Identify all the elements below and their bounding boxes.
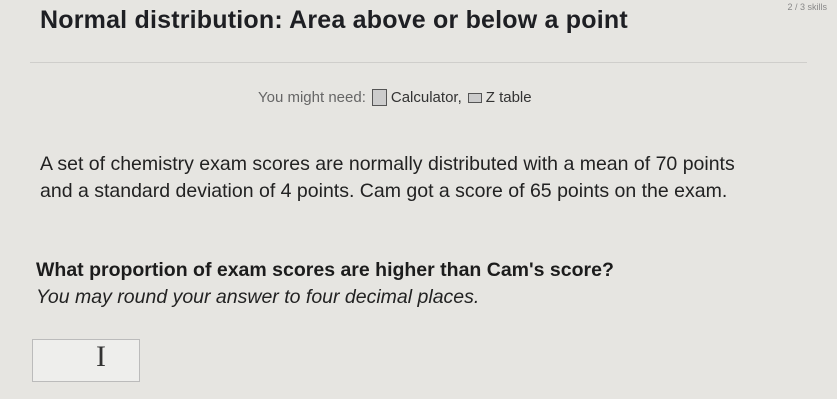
z-table-link[interactable]: Z table [467,89,532,106]
instruction: You may round your answer to four decima… [36,286,480,308]
z-table-icon [467,92,482,103]
problem-statement: A set of chemistry exam scores are norma… [40,153,735,202]
tools-label: You might need: [258,89,366,106]
text-cursor: I [96,340,106,373]
calculator-icon [371,89,387,106]
exercise-title: Normal distribution: Area above or below… [40,6,628,34]
calculator-link[interactable]: Calculator, [371,89,462,106]
tools-bar: You might need: Calculator, Z table [258,89,532,106]
divider [30,62,807,63]
answer-input[interactable] [32,339,140,382]
z-table-text: Z table [485,89,532,106]
progress: 2 / 3 skills [787,2,827,12]
calculator-text: Calculator, [390,89,462,106]
question: What proportion of exam scores are highe… [36,259,614,281]
